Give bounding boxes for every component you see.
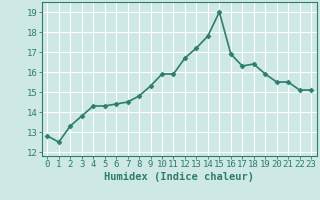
- X-axis label: Humidex (Indice chaleur): Humidex (Indice chaleur): [104, 172, 254, 182]
